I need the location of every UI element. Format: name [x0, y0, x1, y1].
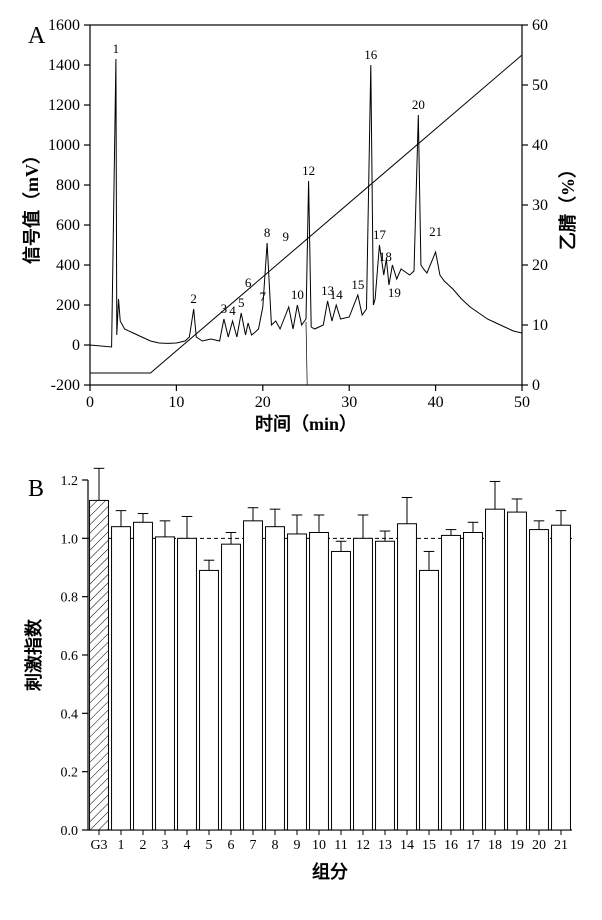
svg-text:30: 30	[341, 394, 357, 411]
svg-text:18: 18	[488, 838, 502, 853]
svg-text:200: 200	[56, 297, 80, 314]
svg-text:16: 16	[444, 838, 458, 853]
svg-text:50: 50	[514, 394, 530, 411]
svg-text:0: 0	[72, 337, 80, 354]
svg-text:0: 0	[86, 394, 94, 411]
svg-text:G3: G3	[90, 838, 107, 853]
svg-text:19: 19	[510, 838, 524, 853]
svg-text:13: 13	[378, 838, 392, 853]
svg-text:1000: 1000	[48, 137, 80, 154]
svg-text:2: 2	[190, 291, 197, 306]
svg-text:7: 7	[260, 289, 267, 304]
svg-text:21: 21	[554, 838, 568, 853]
svg-text:-200: -200	[51, 377, 80, 394]
svg-text:8: 8	[272, 838, 279, 853]
svg-text:0.8: 0.8	[61, 591, 79, 606]
svg-text:600: 600	[56, 217, 80, 234]
svg-text:21: 21	[429, 224, 442, 239]
svg-text:B: B	[28, 476, 44, 502]
svg-text:刺激指数: 刺激指数	[23, 618, 44, 691]
svg-text:50: 50	[532, 77, 548, 94]
svg-text:A: A	[28, 23, 46, 49]
svg-text:0.6: 0.6	[61, 649, 79, 664]
svg-text:12: 12	[302, 163, 315, 178]
svg-text:1600: 1600	[48, 17, 80, 34]
svg-text:17: 17	[466, 838, 480, 853]
svg-text:1400: 1400	[48, 57, 80, 74]
svg-text:2: 2	[140, 838, 147, 853]
svg-text:6: 6	[228, 838, 235, 853]
svg-text:9: 9	[282, 229, 289, 244]
svg-text:8: 8	[264, 225, 271, 240]
svg-text:10: 10	[532, 317, 548, 334]
svg-text:14: 14	[400, 838, 414, 853]
panel-a-chromatogram: 01020304050-2000200400600800100012001400…	[10, 10, 592, 440]
panel-b-svg: 0.00.20.40.60.81.01.2G312345678910111213…	[10, 460, 592, 890]
svg-text:20: 20	[255, 394, 271, 411]
svg-text:7: 7	[250, 838, 257, 853]
svg-text:0.2: 0.2	[61, 766, 79, 781]
svg-text:4: 4	[229, 303, 236, 318]
svg-text:400: 400	[56, 257, 80, 274]
svg-text:10: 10	[168, 394, 184, 411]
svg-text:3: 3	[221, 301, 228, 316]
svg-text:4: 4	[184, 838, 191, 853]
svg-text:0.0: 0.0	[61, 824, 79, 839]
svg-text:14: 14	[330, 287, 344, 302]
svg-text:1200: 1200	[48, 97, 80, 114]
svg-text:20: 20	[532, 838, 546, 853]
svg-text:5: 5	[206, 838, 213, 853]
svg-text:1: 1	[113, 41, 120, 56]
svg-text:800: 800	[56, 177, 80, 194]
svg-text:20: 20	[412, 97, 425, 112]
svg-text:1.0: 1.0	[61, 532, 79, 547]
svg-text:1.2: 1.2	[61, 474, 79, 489]
svg-text:15: 15	[422, 838, 436, 853]
svg-text:10: 10	[291, 287, 304, 302]
svg-text:时间（min）: 时间（min）	[255, 414, 357, 434]
svg-text:6: 6	[245, 275, 252, 290]
svg-text:5: 5	[238, 295, 245, 310]
panel-a-svg: 01020304050-2000200400600800100012001400…	[10, 10, 592, 440]
svg-text:16: 16	[364, 47, 378, 62]
svg-text:17: 17	[373, 227, 387, 242]
svg-text:信号值（mV）: 信号值（mV）	[21, 146, 42, 264]
svg-text:乙腈（%）: 乙腈（%）	[557, 160, 578, 250]
svg-text:组分: 组分	[312, 861, 348, 882]
svg-text:40: 40	[428, 394, 444, 411]
svg-text:10: 10	[312, 838, 326, 853]
svg-text:0.4: 0.4	[61, 707, 79, 722]
svg-text:3: 3	[162, 838, 169, 853]
svg-text:18: 18	[379, 249, 392, 264]
svg-text:20: 20	[532, 257, 548, 274]
svg-text:9: 9	[294, 838, 301, 853]
svg-text:12: 12	[356, 838, 370, 853]
svg-text:15: 15	[351, 277, 364, 292]
svg-text:60: 60	[532, 17, 548, 34]
panel-b-barchart: 0.00.20.40.60.81.01.2G312345678910111213…	[10, 460, 592, 890]
svg-text:11: 11	[334, 838, 347, 853]
svg-text:1: 1	[118, 838, 125, 853]
svg-text:0: 0	[532, 377, 540, 394]
svg-text:40: 40	[532, 137, 548, 154]
svg-text:30: 30	[532, 197, 548, 214]
svg-text:19: 19	[388, 285, 401, 300]
